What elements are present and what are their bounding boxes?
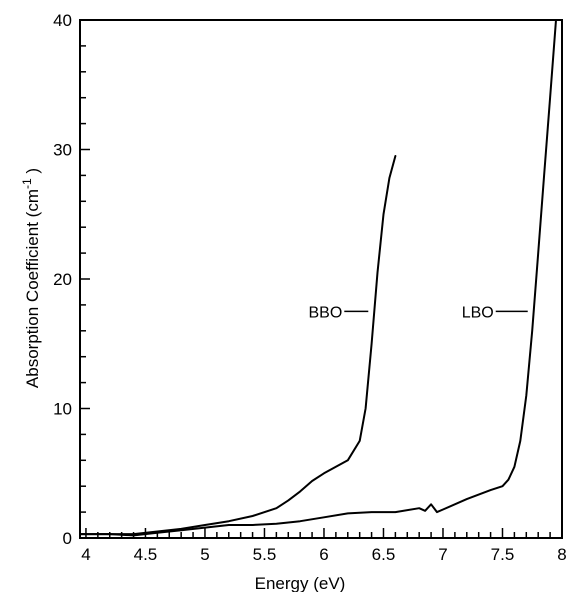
x-tick-label: 4 [81, 545, 90, 564]
x-axis-title: Energy (eV) [255, 574, 346, 592]
y-tick-label: 40 [53, 11, 72, 30]
series-line-bbo [79, 155, 397, 536]
y-tick-label: 30 [53, 141, 72, 160]
x-tick-label: 5 [200, 545, 209, 564]
y-tick-label: 0 [63, 529, 72, 548]
y-tick-label: 10 [53, 400, 72, 419]
x-tick-label: 4.5 [134, 545, 158, 564]
series-label-bbo: BBO [308, 304, 342, 321]
plot-frame [79, 19, 563, 539]
x-tick-label: 7 [438, 545, 447, 564]
x-tick-label: 8 [557, 545, 566, 564]
series-label-lbo: LBO [462, 304, 494, 321]
series-line-lbo [79, 19, 557, 537]
x-tick-label: 6 [319, 545, 328, 564]
x-tick-label: 5.5 [253, 545, 277, 564]
x-tick-label: 6.5 [372, 545, 396, 564]
x-tick-label: 7.5 [491, 545, 515, 564]
y-tick-label: 20 [53, 270, 72, 289]
y-axis-title: Absorption Coefficient (cm-1 ) [20, 168, 42, 388]
